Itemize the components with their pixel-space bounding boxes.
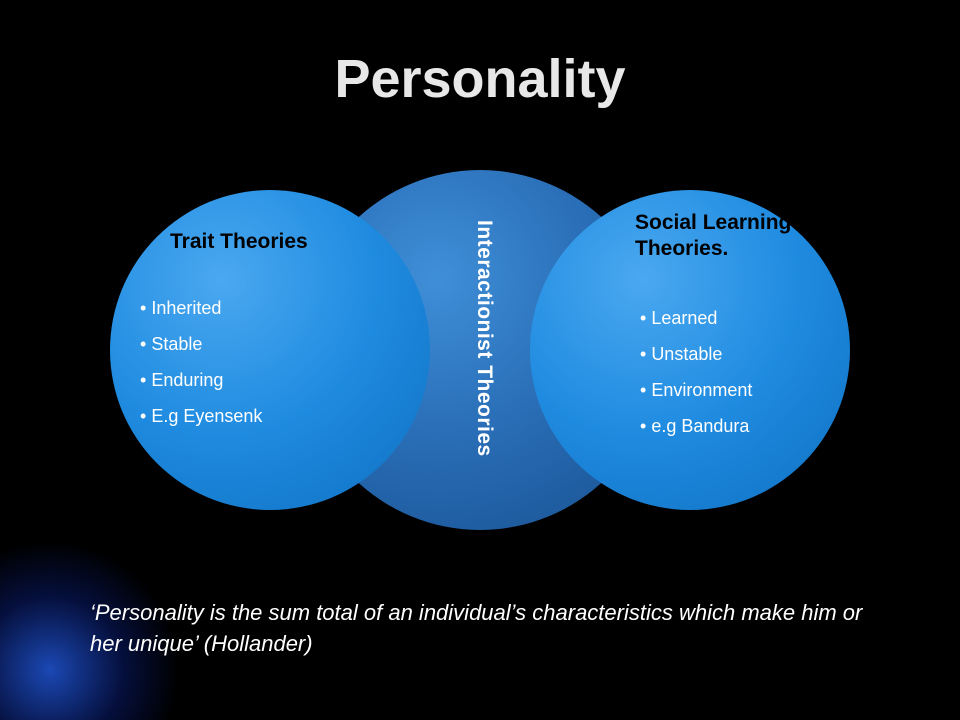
list-item: Environment [640, 372, 752, 408]
slide-caption: ‘Personality is the sum total of an indi… [90, 598, 870, 660]
list-item: E.g Eyensenk [140, 398, 262, 434]
list-item: Enduring [140, 362, 262, 398]
list-item: e.g Bandura [640, 408, 752, 444]
list-item: Stable [140, 326, 262, 362]
slide-title: Personality [0, 48, 960, 110]
left-circle-title: Trait Theories [170, 230, 308, 254]
right-bullet-list: Learned Unstable Environment e.g Bandura [640, 300, 752, 444]
right-circle-title: Social Learning Theories. [635, 210, 835, 263]
list-item: Unstable [640, 336, 752, 372]
list-item: Learned [640, 300, 752, 336]
venn-diagram: Trait Theories Social Learning Theories.… [70, 160, 890, 540]
center-circle-title: Interactionist Theories [472, 220, 496, 457]
list-item: Inherited [140, 290, 262, 326]
left-bullet-list: Inherited Stable Enduring E.g Eyensenk [140, 290, 262, 434]
